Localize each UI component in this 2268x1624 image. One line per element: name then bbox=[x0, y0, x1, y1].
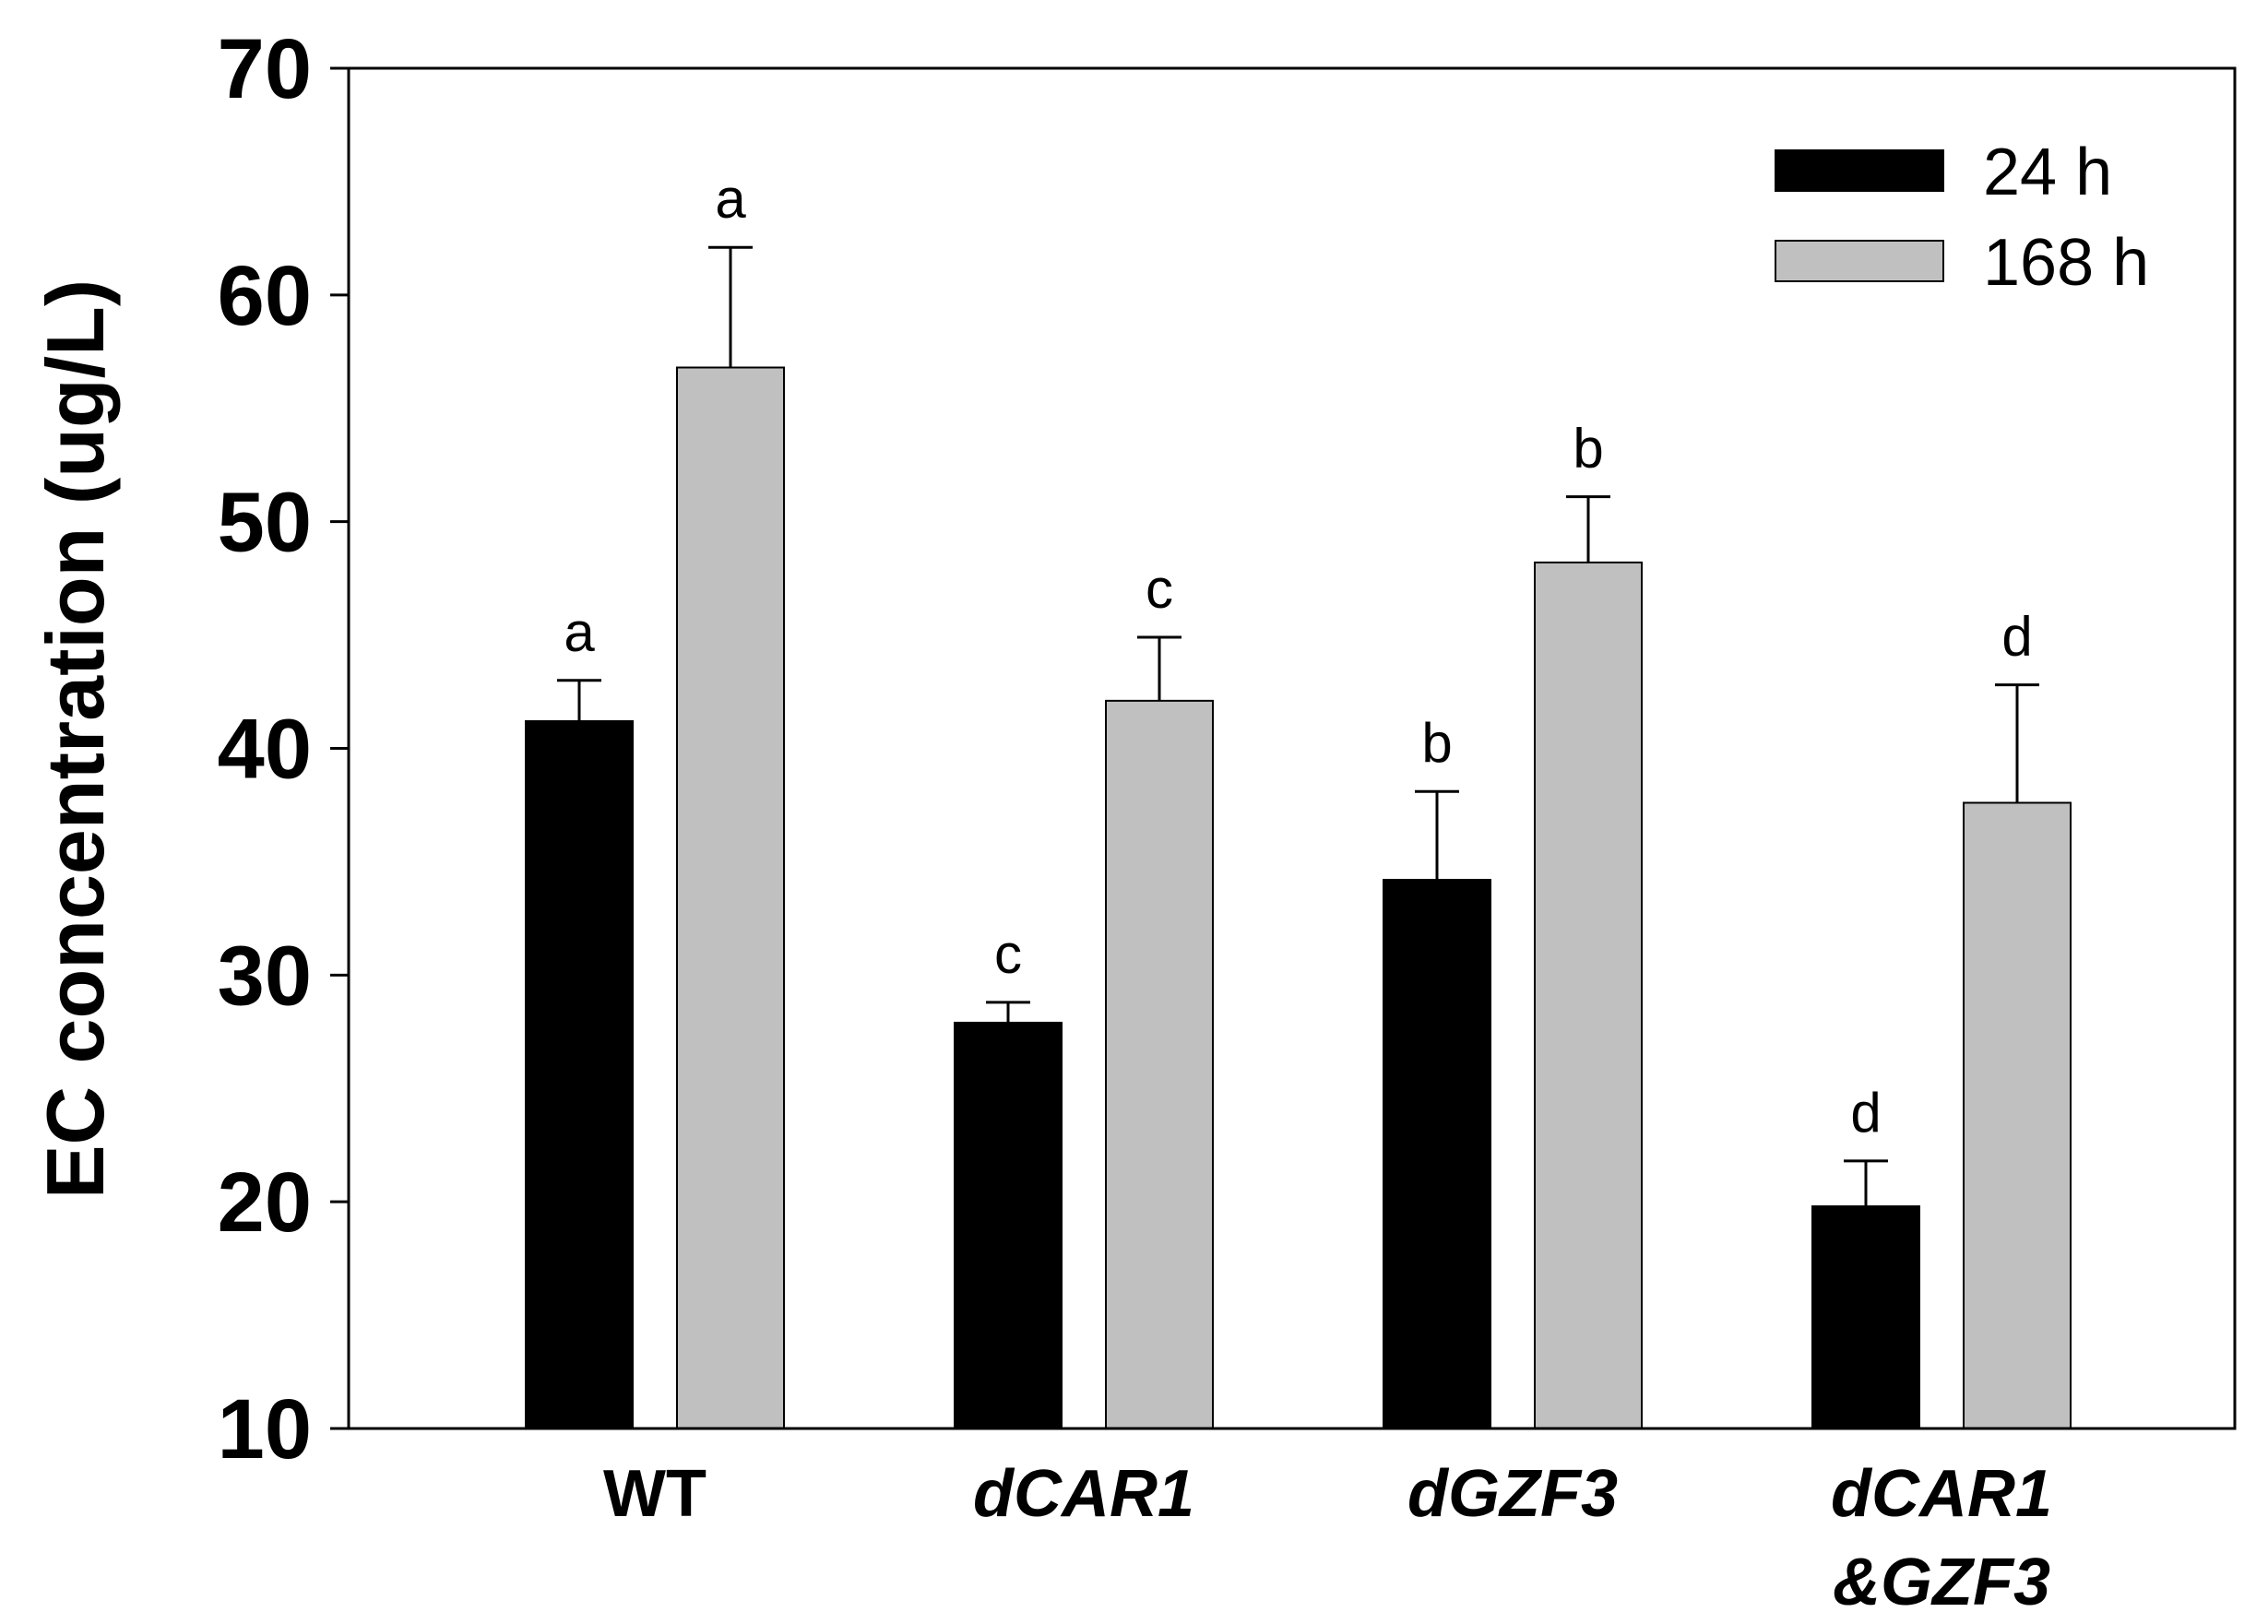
bar-dcar1-168h bbox=[1105, 699, 1214, 1429]
significance-labels-layer: a a c c b b d d bbox=[564, 168, 2032, 1144]
significance-label: a bbox=[564, 601, 595, 663]
x-category-label: WT bbox=[603, 1457, 707, 1531]
x-category-label: dCAR1 bbox=[973, 1457, 1194, 1531]
y-tick-label: 30 bbox=[218, 929, 312, 1023]
bar-dgzf3-24h bbox=[1383, 879, 1491, 1429]
x-category-label: dGZF3 bbox=[1407, 1457, 1618, 1531]
y-tick-label: 70 bbox=[218, 22, 312, 116]
legend-swatch-168h bbox=[1775, 240, 1944, 282]
legend-label: 168 h bbox=[1983, 226, 2149, 300]
bar-dgzf3-168h bbox=[1534, 561, 1643, 1429]
significance-label: b bbox=[1573, 418, 1603, 480]
legend-swatch-24h bbox=[1775, 149, 1944, 192]
y-tick-label: 40 bbox=[218, 703, 312, 797]
significance-label: b bbox=[1421, 712, 1452, 774]
bar-wt-168h bbox=[676, 366, 785, 1429]
x-axis-labels: WT dCAR1 dGZF3 dCAR1&GZF3 bbox=[603, 1457, 2052, 1619]
legend: 24 h 168 h bbox=[1775, 136, 2149, 300]
significance-label: c bbox=[994, 923, 1022, 985]
y-tick-label: 60 bbox=[218, 249, 312, 343]
bars-layer bbox=[525, 366, 2072, 1430]
x-category-label: dCAR1 bbox=[1831, 1457, 2052, 1531]
significance-label: c bbox=[1146, 558, 1173, 620]
x-category-label-line2: &GZF3 bbox=[1833, 1546, 2050, 1619]
bar-wt-24h bbox=[525, 720, 634, 1429]
error-bars-layer bbox=[557, 245, 2039, 1207]
significance-label: a bbox=[715, 168, 746, 230]
significance-label: d bbox=[1850, 1082, 1881, 1144]
bar-dcar1-gzf3-24h bbox=[1811, 1205, 1920, 1430]
y-tick-label: 20 bbox=[218, 1156, 312, 1250]
legend-label: 24 h bbox=[1983, 136, 2112, 209]
significance-label: d bbox=[2001, 606, 2032, 668]
bar-dcar1-gzf3-168h bbox=[1963, 801, 2072, 1429]
bar-dcar1-24h bbox=[954, 1021, 1063, 1430]
y-axis-ticks: 10 20 30 40 50 60 70 bbox=[218, 22, 349, 1476]
y-tick-label: 10 bbox=[218, 1382, 312, 1476]
y-tick-label: 50 bbox=[218, 476, 312, 570]
y-axis-title: EC concentration (ug/L) bbox=[30, 279, 121, 1199]
